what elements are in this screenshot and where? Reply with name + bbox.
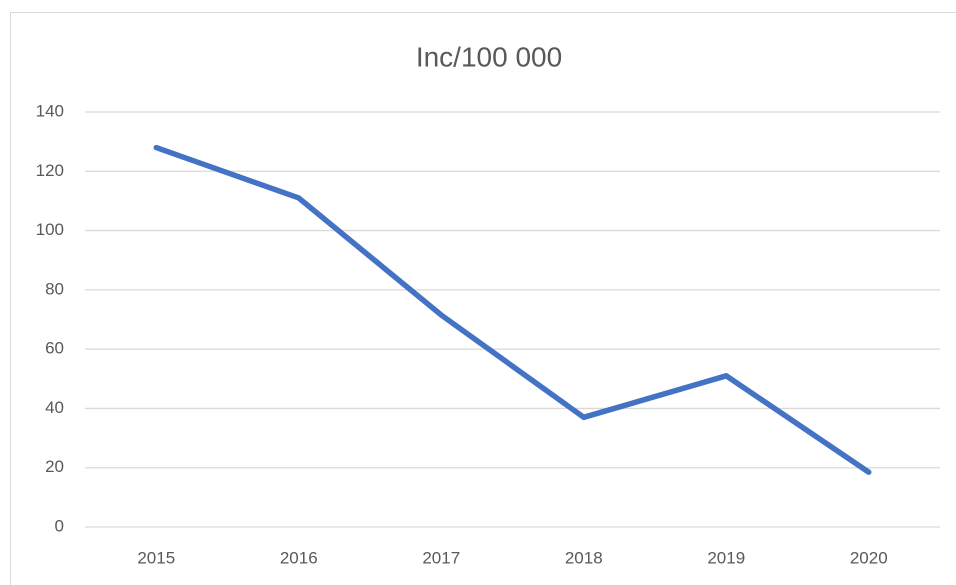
x-tick-label: 2020 [850, 548, 888, 567]
y-tick-label: 100 [36, 220, 64, 239]
chart-border [10, 12, 956, 585]
y-tick-label: 80 [45, 279, 64, 298]
x-tick-label: 2015 [137, 548, 175, 567]
line-series [153, 144, 872, 475]
y-tick-label: 0 [55, 516, 64, 535]
y-tick-label: 40 [45, 398, 64, 417]
x-tick-label: 2017 [422, 548, 460, 567]
y-tick-label: 140 [36, 101, 64, 120]
x-tick-label: 2019 [707, 548, 745, 567]
x-tick-label: 2018 [565, 548, 603, 567]
y-tick-label: 20 [45, 457, 64, 476]
chart-title: Inc/100 000 [416, 41, 562, 72]
y-tick-label: 60 [45, 339, 64, 358]
y-tick-label: 120 [36, 161, 64, 180]
x-tick-label: 2016 [280, 548, 318, 567]
